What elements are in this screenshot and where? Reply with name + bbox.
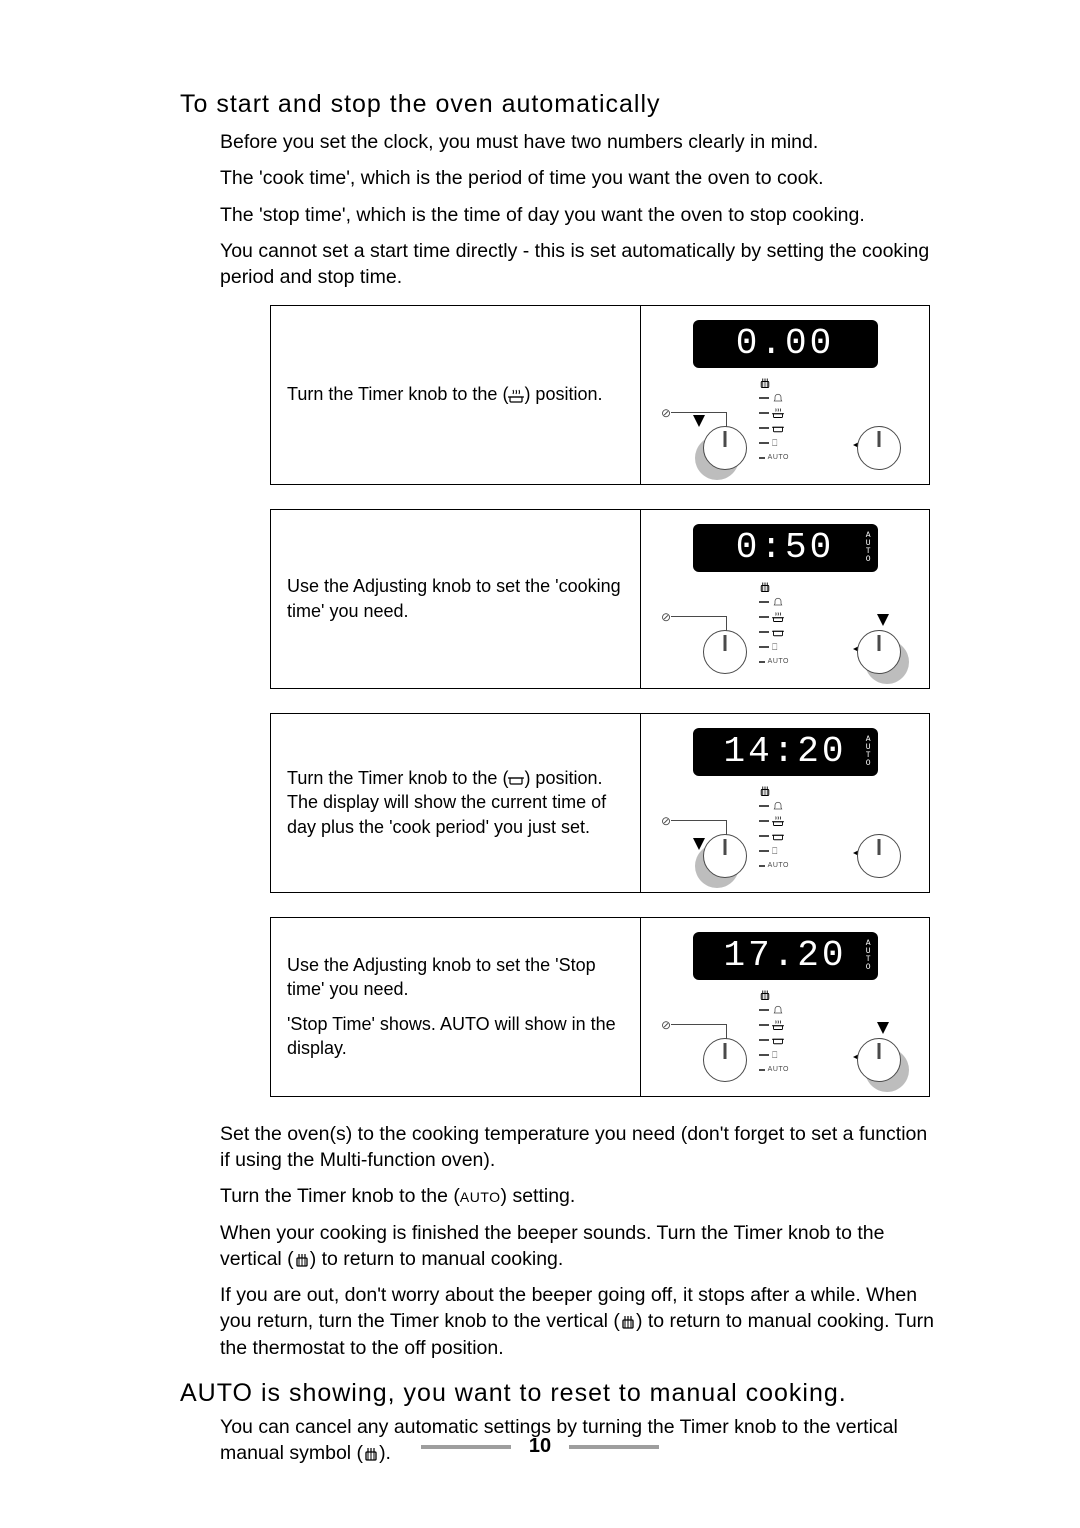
connector-line xyxy=(671,412,727,414)
step-text: Turn the Timer knob to the () position. … xyxy=(287,766,624,839)
manual-icon xyxy=(759,581,771,593)
pointer-indicator xyxy=(693,415,705,427)
connector-line xyxy=(671,1024,727,1026)
timer-display: 0:50AUTO xyxy=(693,524,878,572)
intro-paragraph: The 'stop time', which is the time of da… xyxy=(220,202,960,228)
step-instruction: Turn the Timer knob to the () position. … xyxy=(271,714,641,892)
pot-steam-icon xyxy=(772,1019,784,1031)
step-diagram: 0:50AUTO ⊘ ⎕ AUTO xyxy=(641,510,929,688)
timer-knob[interactable] xyxy=(703,1038,747,1082)
step-box: Use the Adjusting knob to set the 'cooki… xyxy=(270,509,930,689)
clock-icon: ⊘ xyxy=(661,814,671,828)
intro-paragraph: The 'cook time', which is the period of … xyxy=(220,165,960,191)
adjusting-knob[interactable] xyxy=(857,630,901,674)
intro-paragraph: Before you set the clock, you must have … xyxy=(220,129,960,155)
pot-steam-icon xyxy=(772,815,784,827)
after-paragraph: When your cooking is finished the beeper… xyxy=(220,1220,960,1273)
timer-icon-column: ⎕ AUTO xyxy=(759,784,789,874)
intro-paragraph: You cannot set a start time directly - t… xyxy=(220,238,960,291)
bell-icon xyxy=(772,596,784,608)
step-text: Turn the Timer knob to the () position. xyxy=(287,382,624,406)
pot-steam-icon xyxy=(508,388,524,404)
pot-steam-icon xyxy=(772,407,784,419)
step-instruction: Use the Adjusting knob to set the 'Stop … xyxy=(271,918,641,1096)
timer-knob[interactable] xyxy=(703,630,747,674)
timer-icon-column: ⎕ AUTO xyxy=(759,376,789,466)
pointer-indicator xyxy=(877,614,889,626)
step-instruction: Use the Adjusting knob to set the 'cooki… xyxy=(271,510,641,688)
timer-display: 14:20AUTO xyxy=(693,728,878,776)
step-diagram: 17.20AUTO ⊘ ⎕ AUTO xyxy=(641,918,929,1096)
clock-icon: ⊘ xyxy=(661,406,671,420)
timer-icon-column: ⎕ AUTO xyxy=(759,580,789,670)
pot-flat-icon xyxy=(772,1034,784,1046)
manual-icon xyxy=(759,989,771,1001)
step-text: Use the Adjusting knob to set the 'Stop … xyxy=(287,953,624,1002)
adjusting-knob[interactable] xyxy=(857,426,901,470)
heading-auto-reset: AUTO is showing, you want to reset to ma… xyxy=(180,1379,960,1408)
after-paragraph: Turn the Timer knob to the (AUTO) settin… xyxy=(220,1183,960,1209)
footer-bar-left xyxy=(421,1445,511,1449)
manual-icon xyxy=(294,1252,310,1268)
connector-line xyxy=(671,820,727,822)
page-number: 10 xyxy=(529,1435,551,1457)
pot-flat-icon xyxy=(772,422,784,434)
pot-flat-icon xyxy=(772,830,784,842)
timer-display: 17.20AUTO xyxy=(693,932,878,980)
page-footer: 10 xyxy=(0,1435,1080,1458)
heading-start-stop: To start and stop the oven automatically xyxy=(180,90,960,119)
bell-icon xyxy=(772,1004,784,1016)
bell-icon xyxy=(772,800,784,812)
auto-indicator: AUTO xyxy=(866,940,872,972)
step-diagram: 0.00 ⊘ ⎕ AUTO xyxy=(641,306,929,484)
pointer-indicator xyxy=(693,838,705,850)
timer-knob[interactable] xyxy=(703,426,747,470)
clock-icon: ⊘ xyxy=(661,1018,671,1032)
pot-flat-icon xyxy=(508,771,524,787)
connector-line xyxy=(671,616,727,618)
step-box: Use the Adjusting knob to set the 'Stop … xyxy=(270,917,930,1097)
timer-icon-column: ⎕ AUTO xyxy=(759,988,789,1078)
pointer-indicator xyxy=(877,1022,889,1034)
auto-indicator: AUTO xyxy=(866,736,872,768)
after-paragraph: If you are out, don't worry about the be… xyxy=(220,1282,960,1361)
footer-bar-right xyxy=(569,1445,659,1449)
adjusting-knob[interactable] xyxy=(857,1038,901,1082)
after-paragraph: Set the oven(s) to the cooking temperatu… xyxy=(220,1121,960,1174)
adjusting-knob[interactable] xyxy=(857,834,901,878)
pot-steam-icon xyxy=(772,611,784,623)
pot-flat-icon xyxy=(772,626,784,638)
step-box: Turn the Timer knob to the () position. … xyxy=(270,305,930,485)
manual-icon xyxy=(759,785,771,797)
manual-icon xyxy=(620,1314,636,1330)
timer-knob[interactable] xyxy=(703,834,747,878)
manual-icon xyxy=(759,377,771,389)
step-text: Use the Adjusting knob to set the 'cooki… xyxy=(287,574,624,623)
clock-icon: ⊘ xyxy=(661,610,671,624)
step-instruction: Turn the Timer knob to the () position. xyxy=(271,306,641,484)
bell-icon xyxy=(772,392,784,404)
step-diagram: 14:20AUTO ⊘ ⎕ AUTO xyxy=(641,714,929,892)
auto-indicator: AUTO xyxy=(866,532,872,564)
timer-display: 0.00 xyxy=(693,320,878,368)
step-box: Turn the Timer knob to the () position. … xyxy=(270,713,930,893)
step-text-extra: 'Stop Time' shows. AUTO will show in the… xyxy=(287,1012,624,1061)
